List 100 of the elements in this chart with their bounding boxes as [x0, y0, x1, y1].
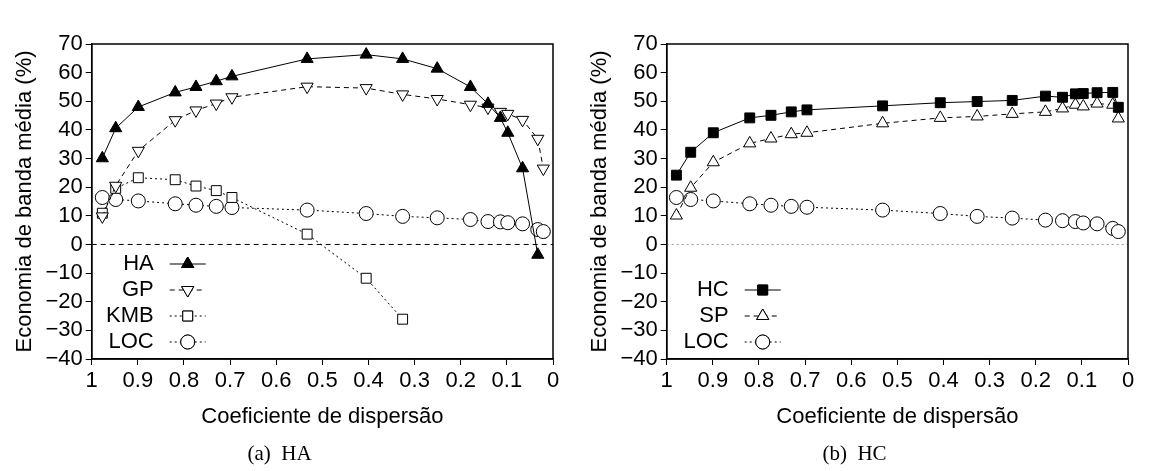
legend-label: HC [696, 276, 729, 302]
point [876, 115, 890, 128]
point [359, 47, 373, 59]
y-tick-label: 50 [633, 87, 658, 113]
point [1004, 210, 1020, 226]
legend-label: LOC [683, 328, 729, 354]
point [225, 68, 239, 81]
y-tick-label: 30 [58, 144, 83, 170]
point [429, 210, 445, 226]
point [933, 110, 947, 122]
point [515, 160, 530, 173]
point [169, 174, 181, 186]
x-tick-label: 0.9 [122, 367, 154, 393]
point [132, 172, 144, 184]
y-tick-label: −20 [45, 287, 83, 313]
point [501, 125, 515, 137]
y-tick-label: −40 [45, 345, 83, 371]
point [95, 212, 109, 224]
x-tick-label: 0.6 [260, 367, 292, 393]
point [670, 169, 682, 181]
point [360, 272, 372, 284]
point [94, 189, 110, 205]
x-tick-label: 0.9 [697, 367, 729, 393]
point [685, 146, 697, 158]
y-tick-label: 0 [70, 230, 83, 256]
y-tick-label: 70 [633, 30, 658, 56]
x-tick-label: 0.5 [882, 367, 913, 393]
y-tick-label: −20 [620, 287, 658, 313]
point [742, 196, 758, 212]
x-tick-label: 0 [1121, 367, 1135, 393]
y-tick-label: −30 [45, 316, 83, 342]
point [934, 97, 946, 109]
point [189, 79, 203, 91]
point [1077, 88, 1089, 99]
legend-label: HA [123, 250, 155, 276]
point [1111, 110, 1125, 123]
point [1037, 212, 1053, 228]
point [188, 197, 204, 213]
point [130, 193, 146, 209]
point [707, 127, 719, 139]
point [109, 120, 123, 133]
x-tick-label: 0.1 [491, 367, 523, 393]
text: (b) HC [822, 440, 887, 465]
point [299, 202, 315, 218]
point [800, 125, 814, 137]
point [1112, 101, 1124, 113]
point [1091, 87, 1103, 99]
x-tick-label: 0.5 [307, 367, 338, 393]
point [743, 135, 757, 148]
x-tick-label: 1 [660, 367, 673, 393]
point [1055, 213, 1070, 229]
point [95, 150, 109, 163]
point [131, 99, 145, 111]
point [1006, 94, 1018, 106]
x-tick-label: 0.2 [1020, 367, 1052, 393]
x-tick-label: 0.3 [399, 367, 430, 393]
point [209, 73, 223, 86]
point [1075, 215, 1091, 231]
point [1110, 224, 1126, 240]
point [1005, 106, 1019, 118]
y-tick-label: 20 [633, 173, 658, 199]
point [969, 208, 985, 224]
y-tick-label: 60 [633, 58, 658, 84]
x-tick-label: 0.3 [974, 367, 1005, 393]
y-tick-label: 0 [645, 230, 658, 256]
point [668, 189, 684, 205]
x-tick-label: 0.8 [743, 367, 775, 393]
point [799, 199, 815, 215]
point [669, 208, 683, 220]
point [463, 79, 477, 91]
point [744, 112, 756, 124]
point [462, 212, 478, 228]
point [971, 96, 983, 108]
point [396, 51, 410, 63]
x-tick-label: 0.6 [835, 367, 867, 393]
x-tick-label: 0.8 [168, 367, 200, 393]
point [300, 51, 314, 63]
point [783, 198, 799, 214]
y-tick-label: 40 [633, 115, 658, 141]
legend-label: LOC [108, 328, 154, 354]
point [481, 96, 495, 108]
point [1107, 86, 1119, 98]
point [210, 185, 222, 197]
point [168, 84, 182, 97]
point [1090, 96, 1104, 108]
y-tick-label: −30 [620, 316, 658, 342]
point [877, 100, 889, 112]
x-tick-label: 0.4 [353, 367, 384, 393]
point [395, 208, 411, 224]
point [875, 202, 891, 218]
y-tick-label: 10 [633, 201, 658, 227]
point [801, 104, 813, 116]
point [684, 180, 698, 192]
y-tick-label: 40 [58, 115, 83, 141]
y-tick-label: 10 [58, 201, 83, 227]
point [765, 109, 777, 121]
point [397, 313, 409, 325]
point [705, 193, 721, 209]
y-axis-title: Economia de banda média (%) [11, 50, 37, 353]
point [1089, 216, 1105, 232]
